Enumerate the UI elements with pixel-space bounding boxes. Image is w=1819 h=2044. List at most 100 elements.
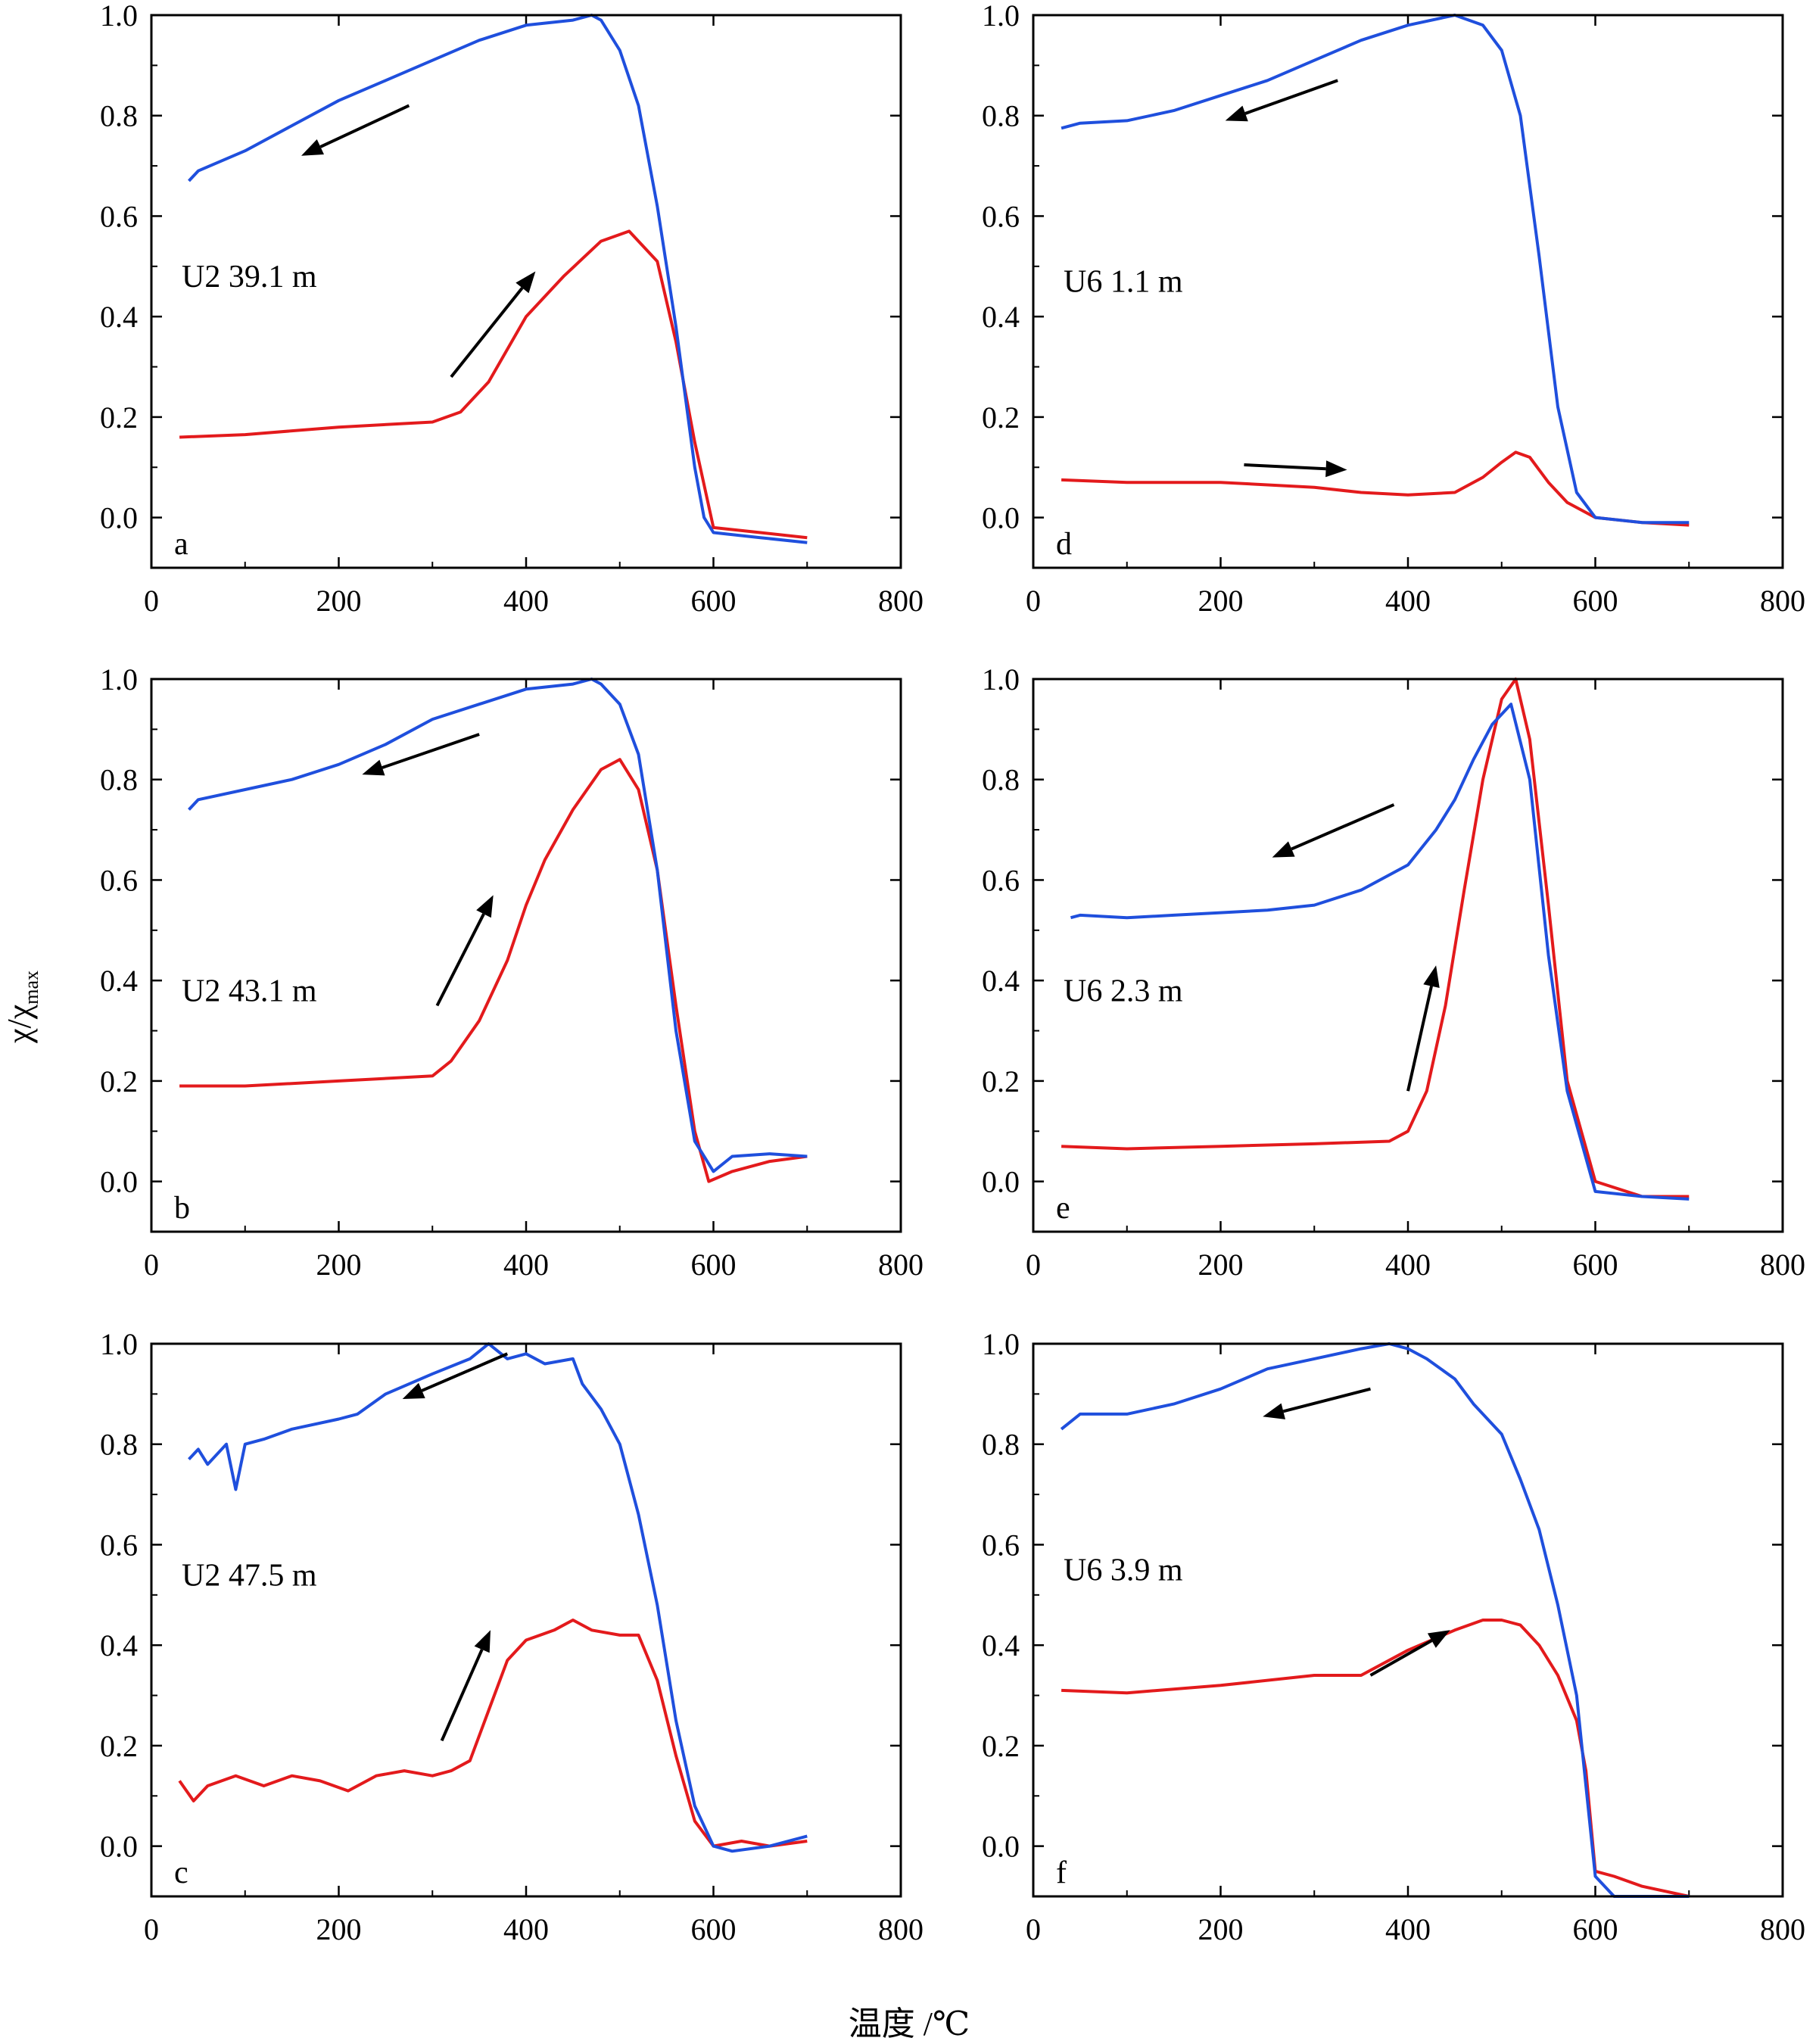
y-tick-label: 0.8: [982, 1428, 1020, 1462]
sample-label: U6 2.3 m: [1064, 974, 1183, 1008]
direction-arrow-head: [362, 759, 385, 776]
direction-arrow-head: [301, 139, 324, 156]
x-tick-label: 200: [1198, 584, 1244, 618]
x-tick-label: 400: [503, 584, 549, 618]
panel-d: 0 200 400 600 800 0.0 0.2 0.4 0.6 0.8 1.0 U6 1.1 m d: [982, 0, 1805, 618]
x-tick-label: 400: [1385, 584, 1431, 618]
y-tick-label: 0.6: [982, 1528, 1020, 1562]
y-tick-label: 0.8: [982, 763, 1020, 797]
y-tick-label: 0.0: [982, 501, 1020, 535]
x-tick-label: 0: [1026, 1912, 1041, 1946]
y-tick-label: 1.0: [982, 0, 1020, 33]
y-tick-label: 0.0: [100, 501, 138, 535]
direction-arrow-shaft: [1244, 463, 1326, 471]
x-axis-title: 温度 /℃: [849, 2005, 970, 2042]
sample-label: U2 39.1 m: [182, 260, 317, 294]
x-tick-label: 400: [1385, 1248, 1431, 1282]
direction-arrow-shaft: [382, 733, 480, 769]
x-tick-label: 400: [1385, 1912, 1431, 1946]
direction-arrow-head: [402, 1382, 425, 1399]
y-tick-label: 0.0: [982, 1830, 1020, 1864]
direction-arrow-shaft: [319, 104, 410, 148]
y-tick-label: 0.2: [982, 1729, 1020, 1763]
direction-arrow-head: [1272, 841, 1295, 858]
plot-frame: [150, 1342, 902, 1898]
direction-arrow-shaft: [440, 1649, 484, 1742]
panel-a: 0 200 400 600 800 0.0 0.2 0.4 0.6 0.8 1.0 U2 39.1 m…: [100, 0, 924, 618]
direction-arrow-head: [1225, 105, 1248, 122]
panel-letter: e: [1056, 1191, 1070, 1226]
series-cooling-line: [188, 678, 808, 1173]
x-tick-label: 600: [691, 1912, 737, 1946]
x-tick-label: 400: [503, 1912, 549, 1946]
series-heating-line: [1061, 450, 1690, 527]
y-tick-label: 0.8: [982, 99, 1020, 133]
y-axis-title-main: χ/χ: [1, 1004, 38, 1044]
x-tick-label: 200: [316, 1248, 362, 1282]
y-axis-title-subscript: max: [20, 971, 42, 1005]
x-tick-label: 200: [1198, 1248, 1244, 1282]
direction-arrow-shaft: [421, 1352, 509, 1392]
y-tick-label: 0.4: [982, 1628, 1020, 1662]
plot-frame: [1032, 1342, 1784, 1898]
y-tick-label: 1.0: [100, 1327, 138, 1361]
x-tick-label: 400: [503, 1248, 549, 1282]
y-tick-label: 0.2: [100, 1064, 138, 1098]
panel-letter: c: [174, 1855, 188, 1890]
y-tick-label: 1.0: [982, 662, 1020, 696]
panel-f: 0 200 400 600 800 0.0 0.2 0.4 0.6 0.8 1.0 U6 3.9 m f: [982, 1327, 1805, 1946]
panel-letter: f: [1056, 1855, 1067, 1890]
x-tick-label: 200: [316, 1912, 362, 1946]
direction-arrow-shaft: [1369, 1639, 1433, 1677]
y-tick-label: 1.0: [982, 1327, 1020, 1361]
y-axis-title: χ/χmax: [1, 971, 42, 1044]
x-tick-label: 600: [691, 584, 737, 618]
y-tick-label: 0.0: [100, 1165, 138, 1199]
x-tick-label: 800: [878, 584, 924, 618]
y-tick-label: 0.8: [100, 1428, 138, 1462]
y-tick-label: 0.4: [982, 964, 1020, 998]
direction-arrow-head: [515, 271, 536, 294]
panel-b: 0 200 400 600 800 0.0 0.2 0.4 0.6 0.8 1.0 U2 43.1 m…: [100, 662, 924, 1282]
y-tick-label: 0.4: [100, 300, 138, 334]
direction-arrow-head: [1427, 1630, 1450, 1648]
y-tick-label: 0.4: [982, 300, 1020, 334]
x-tick-label: 200: [1198, 1912, 1244, 1946]
y-tick-label: 0.6: [982, 199, 1020, 233]
y-tick-label: 0.2: [100, 400, 138, 435]
y-tick-label: 1.0: [100, 0, 138, 33]
direction-arrow-shaft: [1244, 79, 1338, 115]
x-tick-label: 0: [144, 1912, 159, 1946]
x-tick-label: 600: [1573, 584, 1618, 618]
plot-frame: [150, 678, 902, 1233]
sample-label: U6 3.9 m: [1064, 1553, 1183, 1588]
y-tick-label: 1.0: [100, 662, 138, 696]
direction-arrow-head: [476, 895, 494, 918]
x-tick-label: 800: [1760, 1912, 1805, 1946]
panel-letter: d: [1056, 527, 1072, 562]
y-tick-label: 0.0: [100, 1830, 138, 1864]
direction-arrow-shaft: [1406, 986, 1433, 1092]
y-tick-label: 0.4: [100, 964, 138, 998]
direction-arrow-head: [1423, 965, 1440, 988]
x-tick-label: 800: [878, 1912, 924, 1946]
x-tick-label: 800: [1760, 584, 1805, 618]
x-tick-label: 0: [1026, 1248, 1041, 1282]
series-heating-line: [178, 1619, 808, 1848]
x-tick-label: 600: [1573, 1248, 1618, 1282]
y-tick-label: 0.2: [982, 400, 1020, 435]
panel-letter: b: [174, 1191, 190, 1226]
x-tick-label: 600: [1573, 1912, 1618, 1946]
sample-label: U2 47.5 m: [182, 1558, 317, 1593]
y-tick-label: 0.2: [100, 1729, 138, 1763]
direction-arrow-shaft: [1282, 1387, 1371, 1413]
y-tick-label: 0.6: [100, 199, 138, 233]
panels-container: 0 200 400 600 800 0.0 0.2 0.4 0.6 0.8 1.0 U2 39.1 m…: [100, 0, 1805, 1946]
y-tick-label: 0.8: [100, 99, 138, 133]
y-tick-label: 0.0: [982, 1165, 1020, 1199]
panel-e: 0 200 400 600 800 0.0 0.2 0.4 0.6 0.8 1.0 U6 2.3 m e: [982, 662, 1805, 1282]
direction-arrow-head: [474, 1630, 491, 1653]
x-tick-label: 0: [1026, 584, 1041, 618]
direction-arrow-shaft: [450, 287, 524, 379]
